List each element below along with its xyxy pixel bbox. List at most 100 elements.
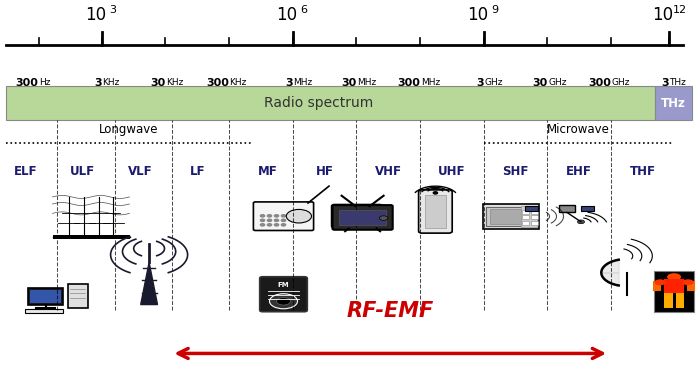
Circle shape — [260, 215, 265, 217]
Text: HF: HF — [316, 165, 334, 177]
Text: MHz: MHz — [357, 78, 377, 87]
Text: KHz: KHz — [102, 78, 120, 87]
Text: THF: THF — [629, 165, 656, 177]
Text: 10: 10 — [652, 6, 673, 24]
Text: THz: THz — [661, 97, 686, 110]
Circle shape — [270, 294, 298, 309]
Bar — [531, 210, 538, 214]
Text: 10: 10 — [276, 6, 298, 24]
Text: UHF: UHF — [438, 165, 466, 177]
FancyBboxPatch shape — [332, 205, 382, 227]
Text: 10: 10 — [85, 6, 106, 24]
Text: 12: 12 — [673, 5, 687, 15]
Bar — [559, 205, 575, 212]
Text: 30: 30 — [150, 78, 165, 88]
Polygon shape — [141, 262, 158, 305]
Bar — [483, 204, 539, 229]
Circle shape — [379, 216, 388, 220]
Text: GHz: GHz — [484, 78, 503, 87]
Bar — [522, 215, 528, 219]
Text: 300: 300 — [588, 78, 611, 88]
Circle shape — [260, 219, 265, 221]
Circle shape — [274, 224, 279, 226]
Circle shape — [433, 192, 438, 194]
Circle shape — [286, 209, 312, 223]
FancyBboxPatch shape — [419, 190, 452, 233]
Text: VHF: VHF — [375, 165, 402, 177]
FancyBboxPatch shape — [253, 202, 314, 230]
Bar — [25, 309, 63, 313]
Bar — [521, 206, 537, 227]
Bar — [654, 271, 694, 312]
Text: KHz: KHz — [166, 78, 183, 87]
FancyBboxPatch shape — [260, 277, 307, 312]
Circle shape — [281, 224, 286, 226]
Circle shape — [260, 224, 265, 226]
Bar — [581, 206, 594, 211]
Bar — [531, 221, 538, 225]
Bar — [664, 293, 673, 308]
Circle shape — [267, 219, 272, 221]
Text: ELF: ELF — [13, 165, 37, 177]
Text: 300: 300 — [397, 78, 420, 88]
Circle shape — [274, 219, 279, 221]
Bar — [525, 206, 538, 211]
Text: GHz: GHz — [548, 78, 566, 87]
Text: 300: 300 — [206, 78, 229, 88]
Circle shape — [281, 215, 286, 217]
Circle shape — [274, 215, 279, 217]
Text: 30: 30 — [532, 78, 547, 88]
Text: Microwave: Microwave — [547, 123, 609, 136]
Circle shape — [667, 273, 681, 280]
Text: 3: 3 — [94, 78, 102, 88]
Text: VLF: VLF — [127, 165, 153, 177]
Text: Longwave: Longwave — [99, 123, 158, 136]
Bar — [531, 215, 538, 219]
Text: ULF: ULF — [70, 165, 95, 177]
Text: FM: FM — [278, 282, 289, 288]
Text: MF: MF — [258, 165, 277, 177]
Bar — [30, 290, 61, 303]
Text: THz: THz — [669, 78, 686, 87]
Text: 3: 3 — [476, 78, 484, 88]
Bar — [52, 235, 130, 239]
Text: 3: 3 — [109, 5, 116, 15]
Text: KHz: KHz — [230, 78, 247, 87]
Text: EHF: EHF — [566, 165, 592, 177]
Bar — [522, 210, 528, 214]
Bar — [425, 195, 446, 228]
Text: RF-EMF: RF-EMF — [346, 302, 434, 321]
Text: 3: 3 — [661, 78, 668, 88]
Text: 300: 300 — [15, 78, 38, 88]
Text: 10: 10 — [468, 6, 489, 24]
Bar — [28, 288, 63, 305]
Circle shape — [267, 215, 272, 217]
Circle shape — [578, 220, 584, 224]
Text: 6: 6 — [300, 5, 307, 15]
Circle shape — [682, 279, 694, 285]
Bar — [664, 279, 684, 293]
Text: 3: 3 — [285, 78, 293, 88]
Bar — [6, 86, 655, 120]
Bar — [490, 209, 521, 224]
Bar — [68, 284, 88, 308]
Text: SHF: SHF — [502, 165, 528, 177]
Text: Hz: Hz — [39, 78, 50, 87]
FancyBboxPatch shape — [332, 205, 393, 230]
Text: MHz: MHz — [293, 78, 312, 87]
Circle shape — [654, 279, 666, 285]
Bar — [522, 221, 528, 225]
Bar — [676, 293, 684, 308]
Bar — [339, 210, 386, 226]
Text: 30: 30 — [341, 78, 356, 88]
Circle shape — [267, 224, 272, 226]
Bar — [655, 86, 692, 120]
Bar — [653, 281, 662, 291]
Circle shape — [281, 219, 286, 221]
Text: GHz: GHz — [612, 78, 630, 87]
Text: LF: LF — [190, 165, 205, 177]
Bar — [687, 281, 695, 291]
Circle shape — [276, 297, 290, 305]
Text: MHz: MHz — [421, 78, 440, 87]
Text: Radio spectrum: Radio spectrum — [264, 96, 373, 111]
